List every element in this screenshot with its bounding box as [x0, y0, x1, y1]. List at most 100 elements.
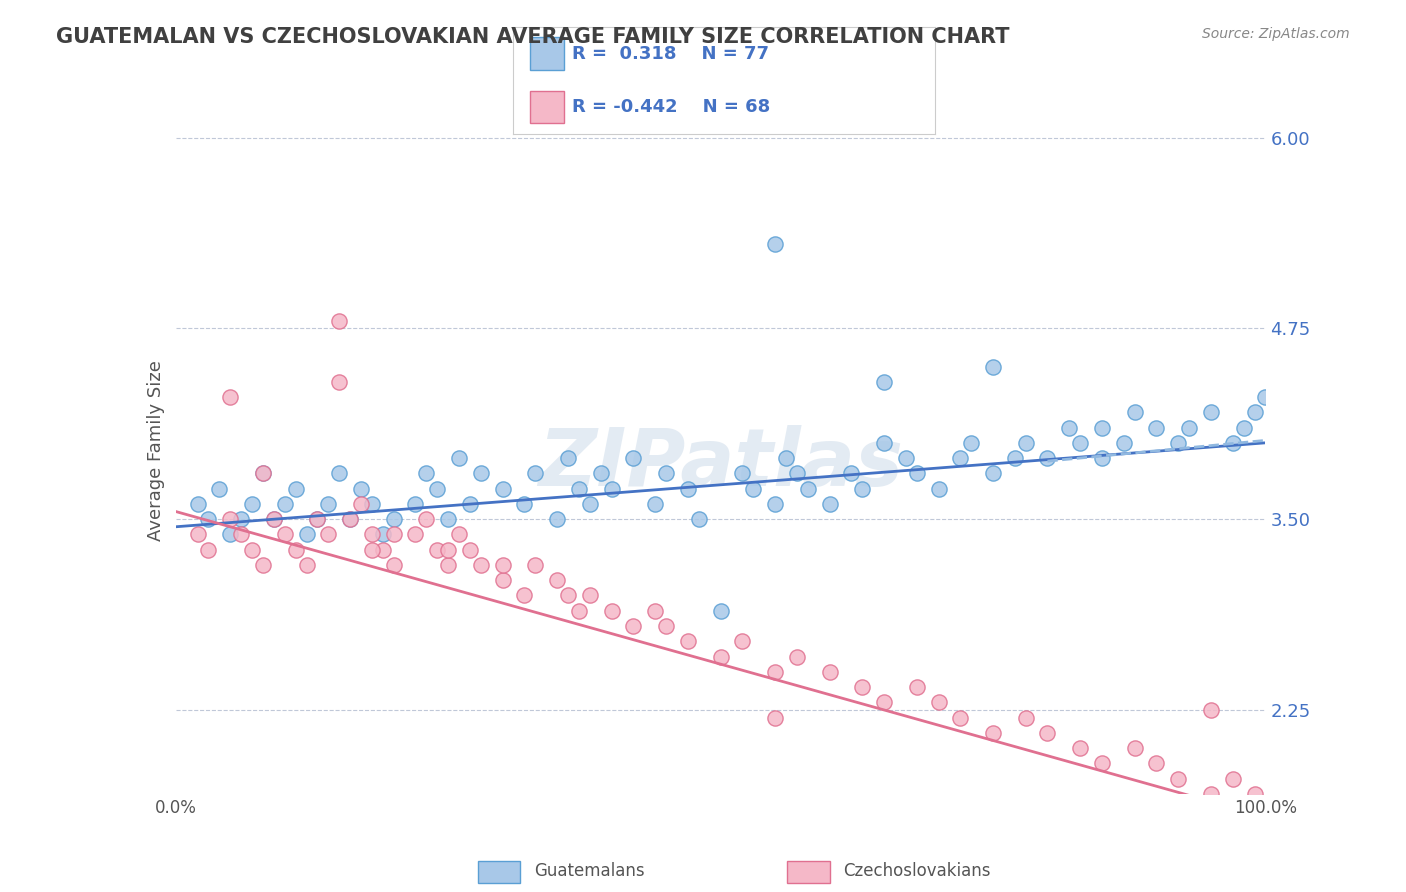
Point — [328, 375, 350, 389]
Point — [350, 497, 373, 511]
Point — [307, 512, 329, 526]
Point — [644, 497, 666, 511]
Point — [710, 604, 733, 618]
Point — [818, 665, 841, 679]
Point — [492, 558, 515, 572]
Point — [1123, 405, 1146, 419]
Point — [1167, 772, 1189, 786]
Point — [1059, 420, 1081, 434]
Point — [841, 467, 863, 481]
Point — [263, 512, 285, 526]
Point — [382, 558, 405, 572]
Point — [600, 482, 623, 496]
Point — [426, 542, 449, 557]
Point — [240, 542, 263, 557]
Point — [1091, 756, 1114, 771]
Point — [1146, 420, 1168, 434]
Text: Czechoslovakians: Czechoslovakians — [844, 862, 991, 880]
Point — [447, 527, 470, 541]
Point — [905, 680, 928, 694]
Point — [710, 649, 733, 664]
Text: ZIPatlas: ZIPatlas — [538, 425, 903, 503]
Point — [981, 726, 1004, 740]
Text: R =  0.318    N = 77: R = 0.318 N = 77 — [572, 45, 769, 62]
FancyBboxPatch shape — [478, 861, 520, 883]
Point — [437, 542, 460, 557]
Point — [1069, 435, 1091, 450]
Point — [252, 558, 274, 572]
Point — [1015, 710, 1038, 724]
Point — [405, 497, 427, 511]
Point — [621, 619, 644, 633]
Point — [818, 497, 841, 511]
Point — [797, 482, 820, 496]
Point — [252, 467, 274, 481]
Point — [513, 497, 536, 511]
Point — [208, 482, 231, 496]
Point — [1091, 420, 1114, 434]
Point — [274, 497, 297, 511]
Point — [763, 710, 786, 724]
Point — [284, 482, 307, 496]
Point — [763, 237, 786, 252]
Point — [371, 542, 394, 557]
Text: R = -0.442    N = 68: R = -0.442 N = 68 — [572, 98, 770, 116]
Point — [513, 589, 536, 603]
Y-axis label: Average Family Size: Average Family Size — [146, 360, 165, 541]
Point — [1036, 726, 1059, 740]
Point — [786, 649, 808, 664]
Point — [307, 512, 329, 526]
Point — [1178, 420, 1201, 434]
Point — [350, 482, 373, 496]
Point — [1254, 802, 1277, 816]
Point — [382, 512, 405, 526]
FancyBboxPatch shape — [787, 861, 830, 883]
Point — [437, 512, 460, 526]
Point — [1112, 435, 1135, 450]
Point — [1199, 405, 1222, 419]
Point — [600, 604, 623, 618]
Point — [274, 527, 297, 541]
Point — [405, 527, 427, 541]
Point — [339, 512, 361, 526]
Point — [197, 542, 219, 557]
Point — [1199, 703, 1222, 717]
Point — [447, 451, 470, 466]
Point — [470, 558, 492, 572]
Point — [328, 314, 350, 328]
Point — [1243, 787, 1265, 801]
Point — [1004, 451, 1026, 466]
Point — [676, 634, 699, 648]
Point — [284, 542, 307, 557]
Point — [644, 604, 666, 618]
Point — [568, 482, 591, 496]
Point — [382, 527, 405, 541]
Point — [295, 527, 318, 541]
Point — [960, 435, 983, 450]
Point — [186, 527, 209, 541]
Point — [1243, 405, 1265, 419]
Point — [415, 467, 437, 481]
Point — [1254, 390, 1277, 404]
Point — [426, 482, 449, 496]
Point — [688, 512, 710, 526]
Point — [568, 604, 591, 618]
Point — [1146, 756, 1168, 771]
Point — [219, 527, 242, 541]
Point — [851, 482, 873, 496]
Point — [1091, 451, 1114, 466]
Point — [295, 558, 318, 572]
Point — [263, 512, 285, 526]
Point — [339, 512, 361, 526]
Point — [524, 467, 547, 481]
Point — [546, 573, 568, 587]
Point — [557, 589, 579, 603]
Point — [328, 467, 350, 481]
Point — [949, 710, 972, 724]
Point — [589, 467, 612, 481]
Point — [231, 527, 253, 541]
Point — [186, 497, 209, 511]
Point — [873, 695, 896, 709]
Point — [437, 558, 460, 572]
Point — [371, 527, 394, 541]
